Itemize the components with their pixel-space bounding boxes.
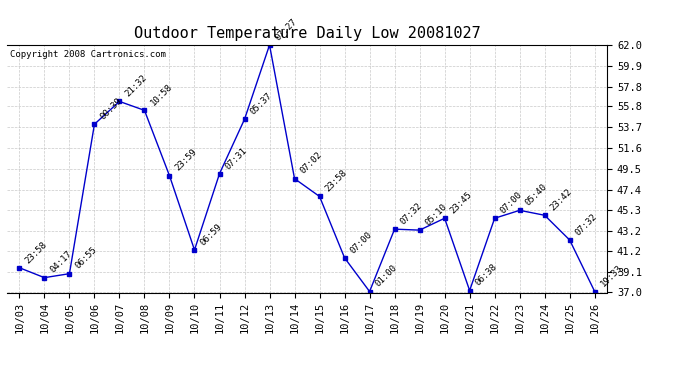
Text: 07:32: 07:32 [399,201,424,226]
Text: 23:58: 23:58 [324,168,349,194]
Text: 06:38: 06:38 [474,262,499,288]
Text: 00:39: 00:39 [99,96,124,122]
Text: 23:59: 23:59 [174,147,199,173]
Text: 07:00: 07:00 [348,230,374,255]
Text: 07:27: 07:27 [274,17,299,42]
Text: 04:17: 04:17 [48,249,74,275]
Text: 23:42: 23:42 [549,187,574,213]
Text: 06:59: 06:59 [199,222,224,247]
Text: 05:10: 05:10 [424,202,449,227]
Text: 07:00: 07:00 [499,190,524,216]
Text: 21:32: 21:32 [124,73,149,99]
Text: 05:37: 05:37 [248,91,274,117]
Text: 10:58: 10:58 [148,82,174,108]
Text: 07:02: 07:02 [299,150,324,176]
Text: 19:33: 19:33 [599,263,624,289]
Text: 06:55: 06:55 [74,246,99,271]
Title: Outdoor Temperature Daily Low 20081027: Outdoor Temperature Daily Low 20081027 [134,26,480,41]
Text: 07:31: 07:31 [224,146,249,171]
Text: 05:40: 05:40 [524,182,549,207]
Text: 07:32: 07:32 [574,212,599,237]
Text: Copyright 2008 Cartronics.com: Copyright 2008 Cartronics.com [10,50,166,59]
Text: 23:45: 23:45 [448,190,474,216]
Text: 23:58: 23:58 [23,240,49,265]
Text: 01:00: 01:00 [374,263,399,289]
